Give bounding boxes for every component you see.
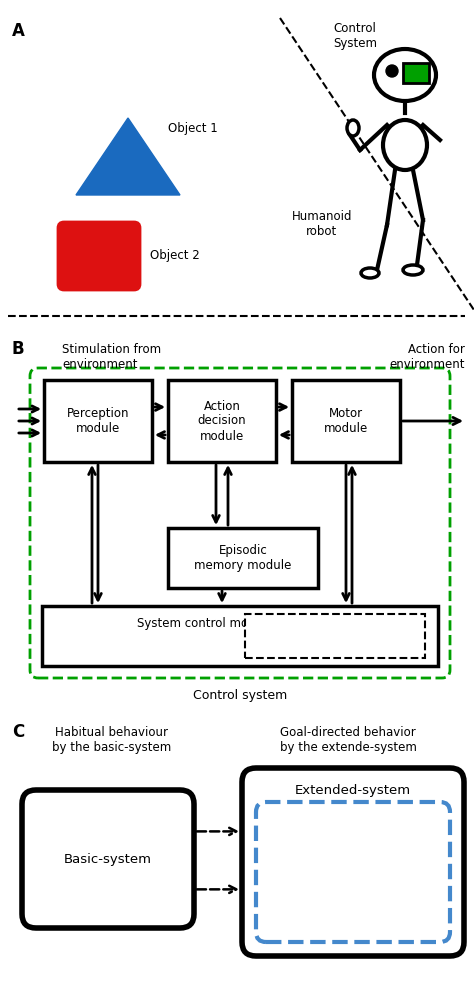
Text: System control module: System control module	[137, 618, 274, 630]
Text: Basic-system: Basic-system	[64, 853, 152, 866]
Bar	[44, 380, 152, 462]
Circle shape	[386, 65, 398, 77]
Text: Basic-system: Basic-system	[309, 876, 397, 888]
Bar	[168, 528, 318, 588]
Text: Extended-system: Extended-system	[295, 784, 411, 797]
Bar	[292, 380, 400, 462]
Bar	[245, 614, 425, 658]
Text: Humanoid
robot: Humanoid robot	[292, 210, 352, 238]
Text: Object 2: Object 2	[150, 250, 200, 262]
Text: Action
decision
module: Action decision module	[198, 399, 246, 443]
Bar	[42, 606, 438, 666]
Text: Evaluation unit: Evaluation unit	[293, 631, 377, 641]
Text: Motor
module: Motor module	[324, 407, 368, 435]
Text: Goal-directed behavior
by the extende-system: Goal-directed behavior by the extende-sy…	[280, 726, 417, 754]
Ellipse shape	[347, 120, 359, 136]
Text: Episodic
memory module: Episodic memory module	[194, 544, 292, 572]
FancyBboxPatch shape	[242, 768, 464, 956]
Text: A: A	[11, 22, 25, 40]
Polygon shape	[76, 118, 180, 195]
Text: Stimulation from
environment: Stimulation from environment	[62, 343, 161, 371]
Text: Object 1: Object 1	[168, 122, 218, 135]
FancyBboxPatch shape	[58, 222, 140, 290]
Text: C: C	[12, 723, 24, 741]
Ellipse shape	[374, 49, 436, 101]
Text: Control
System: Control System	[333, 22, 377, 50]
Ellipse shape	[403, 265, 423, 275]
Text: Habitual behaviour
by the basic-system: Habitual behaviour by the basic-system	[52, 726, 172, 754]
Text: Perception
module: Perception module	[67, 407, 129, 435]
Text: Action for
environment: Action for environment	[390, 343, 465, 371]
Text: Control system: Control system	[193, 689, 287, 703]
Ellipse shape	[383, 120, 427, 170]
Text: B: B	[12, 340, 24, 358]
Bar	[168, 380, 276, 462]
Ellipse shape	[361, 268, 379, 278]
Bar	[403, 62, 429, 83]
FancyBboxPatch shape	[256, 802, 450, 942]
FancyBboxPatch shape	[22, 790, 194, 928]
FancyBboxPatch shape	[30, 368, 450, 678]
